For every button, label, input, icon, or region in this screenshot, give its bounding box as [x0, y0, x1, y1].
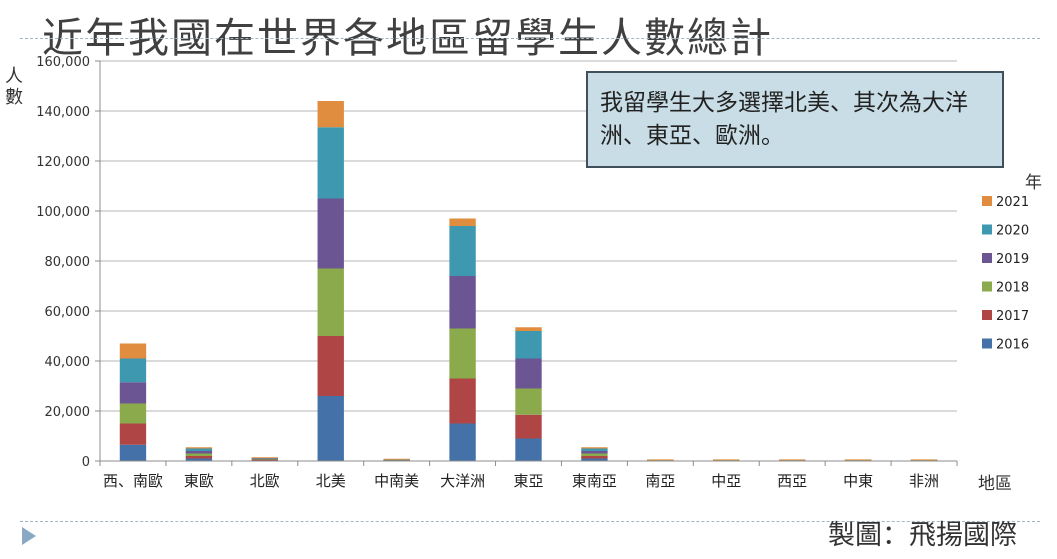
x-tick-label: 西、南歐	[103, 472, 163, 490]
bar-segment-2016	[515, 438, 542, 461]
bar-segment-2017	[581, 456, 608, 459]
play-icon	[22, 527, 36, 545]
footer-divider	[20, 521, 1040, 522]
x-tick-label: 北美	[316, 472, 346, 490]
legend-swatch-2021	[982, 196, 992, 206]
legend-label: 2017	[996, 309, 1029, 324]
bar-segment-2018	[185, 453, 213, 456]
bar-segment-2021	[515, 327, 542, 331]
x-tick-label: 大洋洲	[440, 472, 485, 490]
bar-segment-2018	[515, 388, 542, 415]
x-axis-label: 地區	[978, 474, 1012, 494]
bar-segment-2019	[185, 451, 213, 454]
x-tick-label: 南亞	[645, 472, 675, 490]
bar-segment-2020	[317, 127, 344, 199]
bar-segment-2016	[185, 458, 213, 461]
legend-label: 2021	[996, 195, 1029, 210]
bar-segment-2019	[449, 276, 476, 329]
x-tick-label: 北歐	[250, 472, 280, 490]
y-tick-label: 160,000	[36, 55, 90, 70]
bar-segment-2020	[119, 358, 147, 383]
bar-segment-2020	[581, 448, 608, 451]
bar-segment-2017	[185, 456, 213, 459]
bar-segment-2021	[449, 218, 476, 226]
x-tick-label: 東南亞	[572, 472, 617, 490]
y-axis-label: 人數	[5, 66, 23, 108]
bar-segment-2016	[317, 396, 344, 461]
y-tick-label: 120,000	[36, 155, 90, 170]
annotation-box: 我留學生大多選擇北美、其次為大洋洲、東亞、歐洲。	[586, 71, 1004, 168]
bar-segment-2021	[844, 459, 872, 461]
bar-segment-2017	[317, 336, 344, 396]
title-divider	[20, 38, 1040, 39]
y-tick-label: 0	[82, 455, 90, 470]
bar-segment-2021	[713, 459, 740, 461]
bar-segment-2020	[185, 448, 213, 451]
legend-swatch-2018	[982, 281, 992, 292]
bar-segment-2019	[119, 382, 147, 404]
bar-segment-2021	[581, 447, 608, 449]
bar-segment-2021	[317, 101, 344, 128]
legend-swatch-2019	[982, 253, 992, 263]
x-tick-label: 中亞	[711, 472, 741, 490]
y-tick-label: 60,000	[45, 305, 91, 320]
y-tick-label: 80,000	[45, 255, 91, 270]
bar-segment-2019	[317, 198, 344, 269]
bar-segment-2020	[449, 226, 476, 276]
y-tick-label: 100,000	[36, 205, 90, 220]
bar-segment-2016	[119, 444, 147, 461]
bar-segment-2021	[910, 459, 938, 461]
legend-swatch-2016	[982, 338, 992, 349]
bar-segment-2019	[581, 451, 608, 454]
bar-segment-2016	[449, 423, 476, 461]
bar-segment-2021	[779, 459, 806, 461]
bar-segment-2016	[581, 458, 608, 461]
bar-segment-2021	[383, 458, 410, 460]
x-tick-label: 中南美	[374, 472, 419, 490]
x-axis-ticks: 西、南歐 東歐 北歐 北美 中南美 大洋洲 東亞 東南亞 南亞 中亞 西亞 中東 非洲	[99, 461, 958, 490]
legend-label: 2018	[996, 281, 1029, 296]
axes	[99, 61, 957, 462]
bar-segment-2017	[449, 378, 476, 424]
legend-label: 2020	[996, 224, 1029, 239]
bar-segment-2019	[515, 358, 542, 389]
y-tick-label: 140,000	[36, 105, 90, 120]
bar-segment-2017	[119, 423, 147, 445]
y-axis-ticks: 0 20,000 40,000 60,000 80,000 100,000 120,000 1…	[36, 55, 100, 470]
bar-segment-2021	[119, 343, 147, 359]
bar-segment-2018	[581, 453, 608, 456]
legend-label: 2019	[996, 252, 1029, 267]
bar-segment-2018	[119, 403, 147, 424]
bars	[119, 101, 938, 461]
x-tick-label: 西亞	[777, 472, 807, 490]
bar-segment-2017	[251, 459, 278, 461]
x-tick-label: 中東	[843, 472, 873, 490]
bar-segment-2020	[515, 331, 542, 359]
bar-segment-2018	[317, 268, 344, 336]
x-tick-label: 非洲	[909, 472, 939, 490]
y-tick-label: 20,000	[45, 405, 91, 420]
bar-segment-2021	[251, 457, 278, 459]
x-tick-label: 東亞	[513, 472, 543, 490]
legend-swatch-2017	[982, 310, 992, 320]
legend-swatch-2020	[982, 224, 992, 235]
x-tick-label: 東歐	[184, 472, 214, 490]
bar-segment-2021	[647, 459, 674, 461]
credit-text: 製圖：飛揚國際	[828, 520, 1017, 551]
legend-label: 2016	[996, 338, 1029, 353]
bar-segment-2017	[515, 414, 542, 439]
bar-segment-2021	[185, 447, 213, 449]
legend-title: 年	[1025, 173, 1042, 193]
bar-segment-2018	[449, 328, 476, 379]
legend: 2021 2020 2019 2018 2017 2016	[982, 195, 1029, 353]
y-tick-label: 40,000	[45, 355, 91, 370]
